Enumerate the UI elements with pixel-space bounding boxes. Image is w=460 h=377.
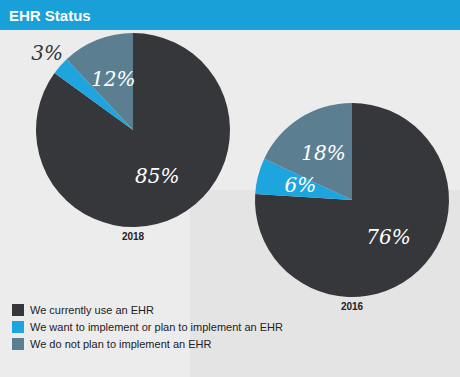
- legend-label: We currently use an EHR: [30, 304, 154, 316]
- pie-label: 2016: [341, 301, 364, 312]
- legend-label: We do not plan to implement an EHR: [30, 338, 211, 350]
- legend-label: We want to implement or plan to implemen…: [30, 321, 283, 333]
- legend: We currently use an EHR We want to implem…: [12, 304, 283, 350]
- data-label: 85%: [135, 164, 179, 188]
- data-label: 3%: [31, 41, 63, 65]
- legend-swatch: [12, 338, 24, 350]
- pie-label: 2018: [122, 231, 145, 242]
- pie-slice: [255, 103, 449, 297]
- title: EHR Status: [9, 7, 91, 24]
- pie: 85% 3% 12%: [31, 33, 230, 227]
- data-label: 76%: [366, 225, 410, 249]
- pie-slice: [264, 103, 352, 200]
- data-label: 18%: [301, 141, 345, 165]
- data-label: 12%: [91, 67, 135, 91]
- data-label: 6%: [284, 173, 316, 197]
- background: [0, 0, 460, 377]
- legend-swatch: [12, 321, 24, 333]
- legend-swatch: [12, 304, 24, 316]
- pie: 76% 6% 18%: [255, 103, 449, 297]
- chart: EHR Status 85% 3% 12% 2018 76% 6% 18% 2016 We cur…: [0, 0, 460, 377]
- pie-slice: [36, 33, 230, 227]
- header-band: [0, 0, 460, 30]
